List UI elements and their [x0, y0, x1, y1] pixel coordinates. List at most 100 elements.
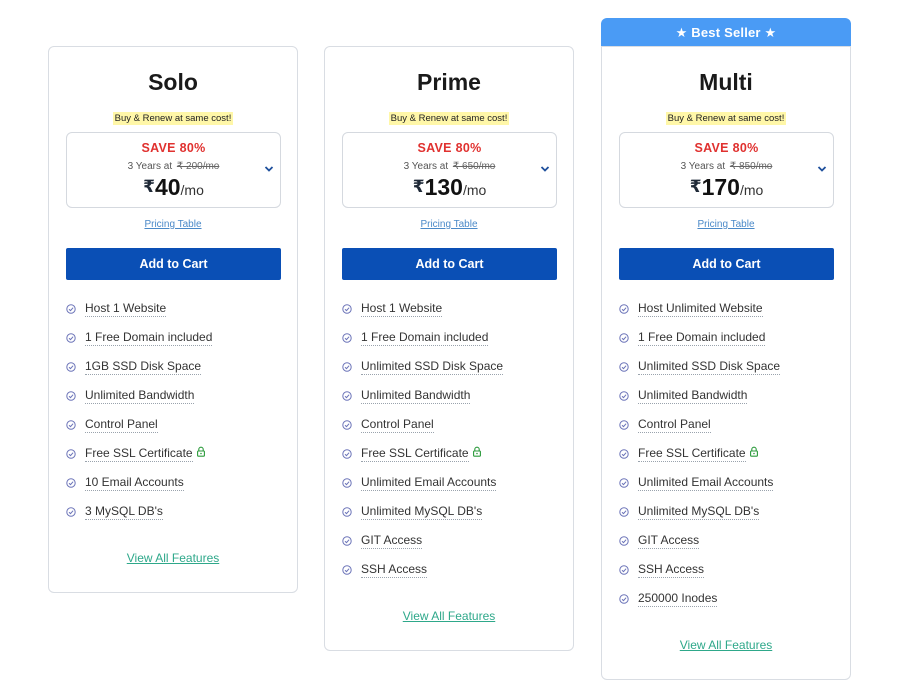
feature-text[interactable]: Unlimited SSD Disk Space: [638, 359, 781, 375]
feature-item: GIT Access: [619, 533, 780, 562]
pricing-table-link[interactable]: Pricing Table: [144, 219, 202, 230]
feature-text[interactable]: Unlimited Bandwidth: [85, 388, 195, 404]
feature-text[interactable]: Free SSL Certificate: [638, 446, 746, 462]
check-circle-icon: [342, 478, 352, 488]
original-price: ₹ 650/mo: [452, 161, 496, 172]
check-circle-icon: [619, 420, 629, 430]
feature-text[interactable]: Unlimited Bandwidth: [361, 388, 471, 404]
check-circle-icon: [342, 304, 352, 314]
feature-item: Free SSL Certificate: [342, 446, 503, 475]
feature-item: Unlimited SSD Disk Space: [342, 359, 504, 388]
feature-text[interactable]: Host 1 Website: [361, 301, 443, 317]
price-amount: 130: [424, 174, 463, 200]
feature-item: Unlimited SSD Disk Space: [619, 359, 781, 388]
check-circle-icon: [619, 565, 629, 575]
term-label: 3 Years at: [403, 161, 449, 172]
feature-text[interactable]: Control Panel: [638, 417, 711, 433]
original-price: ₹ 200/mo: [176, 161, 220, 172]
check-circle-icon: [619, 391, 629, 401]
plan-price: ₹170/mo: [620, 174, 833, 201]
check-circle-icon: [342, 362, 352, 372]
feature-text[interactable]: Free SSL Certificate: [361, 446, 469, 462]
check-circle-icon: [619, 536, 629, 546]
check-circle-icon: [66, 507, 76, 517]
check-circle-icon: [619, 304, 629, 314]
view-all-features-link[interactable]: View All Features: [679, 638, 773, 652]
add-to-cart-button[interactable]: Add to Cart: [619, 248, 834, 280]
plan-card-multi: Multi Buy & Renew at same cost! SAVE 80%…: [601, 46, 851, 680]
feature-text[interactable]: 1GB SSD Disk Space: [85, 359, 202, 375]
add-to-cart-button[interactable]: Add to Cart: [342, 248, 557, 280]
feature-text[interactable]: Host Unlimited Website: [638, 301, 763, 317]
chevron-down-icon[interactable]: [264, 164, 274, 174]
feature-item: Unlimited MySQL DB's: [342, 504, 503, 533]
feature-text[interactable]: Unlimited MySQL DB's: [638, 504, 760, 520]
check-circle-icon: [66, 362, 76, 372]
feature-item: Unlimited Email Accounts: [619, 475, 780, 504]
feature-item: 1 Free Domain included: [66, 330, 213, 359]
pricing-table-link[interactable]: Pricing Table: [697, 219, 755, 230]
best-seller-badge: ★ Best Seller ★: [601, 18, 851, 47]
view-all-features-link[interactable]: View All Features: [402, 609, 496, 623]
check-circle-icon: [342, 333, 352, 343]
feature-text[interactable]: Unlimited MySQL DB's: [361, 504, 483, 520]
feature-text[interactable]: Unlimited Bandwidth: [638, 388, 748, 404]
feature-text[interactable]: Control Panel: [361, 417, 434, 433]
check-circle-icon: [619, 478, 629, 488]
plan-name: Multi: [699, 69, 753, 95]
check-circle-icon: [66, 391, 76, 401]
feature-text[interactable]: 10 Email Accounts: [85, 475, 184, 491]
feature-item: Host 1 Website: [66, 301, 212, 330]
feature-text[interactable]: 1 Free Domain included: [361, 330, 489, 346]
feature-item: Unlimited Bandwidth: [619, 388, 780, 417]
feature-text[interactable]: Free SSL Certificate: [85, 446, 193, 462]
plan-name: Solo: [148, 69, 198, 95]
billing-term-selector[interactable]: SAVE 80% 3 Years at ₹ 200/mo ₹40/mo: [66, 132, 281, 208]
check-circle-icon: [342, 536, 352, 546]
feature-item: Host Unlimited Website: [619, 301, 780, 330]
feature-list: Host Unlimited Website 1 Free Domain incl…: [619, 301, 781, 620]
feature-text[interactable]: SSH Access: [638, 562, 705, 578]
feature-text[interactable]: 250000 Inodes: [638, 591, 718, 607]
feature-text[interactable]: Host 1 Website: [85, 301, 167, 317]
feature-text[interactable]: 1 Free Domain included: [85, 330, 213, 346]
feature-text[interactable]: Control Panel: [85, 417, 158, 433]
view-all-features-link[interactable]: View All Features: [126, 551, 220, 565]
term-label: 3 Years at: [680, 161, 726, 172]
price-amount: 40: [154, 174, 181, 200]
feature-item: Unlimited Bandwidth: [66, 388, 212, 417]
feature-text[interactable]: SSH Access: [361, 562, 428, 578]
term-line: 3 Years at ₹ 200/mo: [67, 161, 280, 172]
feature-item: Host 1 Website: [342, 301, 503, 330]
feature-text[interactable]: GIT Access: [361, 533, 423, 549]
chevron-down-icon[interactable]: [540, 164, 550, 174]
check-circle-icon: [66, 304, 76, 314]
save-label: SAVE 80%: [694, 141, 759, 155]
billing-term-selector[interactable]: SAVE 80% 3 Years at ₹ 850/mo ₹170/mo: [619, 132, 834, 208]
check-circle-icon: [619, 362, 629, 372]
lock-icon: [472, 446, 481, 457]
feature-text[interactable]: GIT Access: [638, 533, 700, 549]
feature-list: Host 1 Website 1 Free Domain included Unli…: [342, 301, 504, 591]
feature-text[interactable]: 3 MySQL DB's: [85, 504, 163, 520]
add-to-cart-button[interactable]: Add to Cart: [66, 248, 281, 280]
currency-symbol: ₹: [143, 177, 155, 196]
feature-text[interactable]: 1 Free Domain included: [638, 330, 766, 346]
term-line: 3 Years at ₹ 650/mo: [343, 161, 556, 172]
price-period: /mo: [180, 182, 204, 198]
feature-text[interactable]: Unlimited Email Accounts: [361, 475, 497, 491]
pricing-table-link[interactable]: Pricing Table: [420, 219, 478, 230]
check-circle-icon: [66, 449, 76, 459]
feature-item: 10 Email Accounts: [66, 475, 212, 504]
chevron-down-icon[interactable]: [817, 164, 827, 174]
feature-item: 1GB SSD Disk Space: [66, 359, 212, 388]
feature-item: Unlimited MySQL DB's: [619, 504, 780, 533]
check-circle-icon: [342, 449, 352, 459]
feature-text[interactable]: Unlimited SSD Disk Space: [361, 359, 504, 375]
plan-price: ₹40/mo: [67, 174, 280, 201]
feature-item: 1 Free Domain included: [342, 330, 503, 359]
billing-term-selector[interactable]: SAVE 80% 3 Years at ₹ 650/mo ₹130/mo: [342, 132, 557, 208]
lock-icon: [749, 446, 758, 457]
feature-text[interactable]: Unlimited Email Accounts: [638, 475, 774, 491]
check-circle-icon: [619, 449, 629, 459]
